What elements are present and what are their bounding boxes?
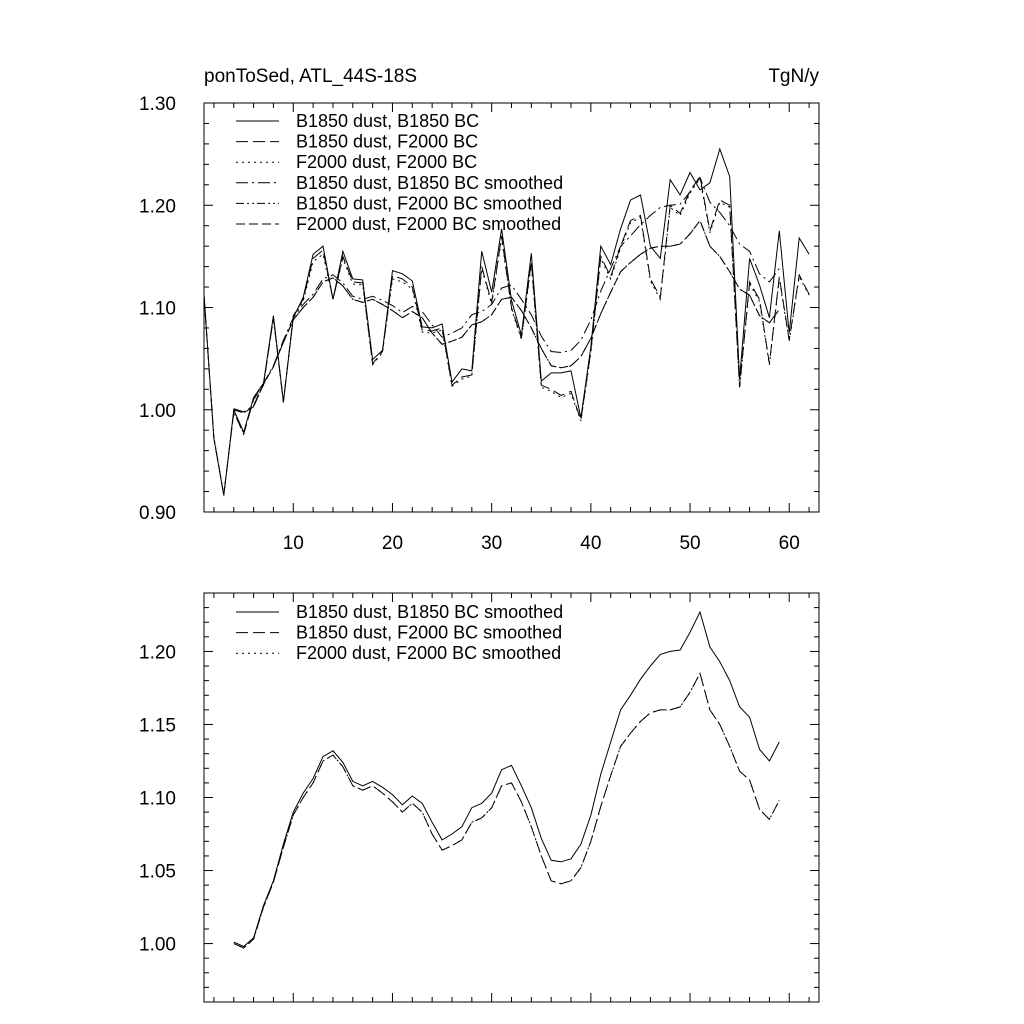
chart-title-left: ponToSed, ATL_44S-18S — [204, 66, 417, 87]
y-tick-label: 1.15 — [139, 715, 176, 736]
series-line-1 — [203, 147, 810, 496]
series-line-1 — [233, 610, 780, 948]
y-tick-label: 1.30 — [139, 94, 176, 115]
x-tick-label: 20 — [382, 533, 403, 554]
x-tick-label: 10 — [283, 533, 304, 554]
top-panel: ponToSed, ATL_44S-18S TgN/y 10 20 30 40 50 60… — [139, 66, 820, 554]
legend-label-1: B1850 dust, B1850 BC smoothed — [296, 602, 563, 622]
y-tick-label: 1.00 — [139, 935, 176, 956]
series-line-4 — [233, 176, 780, 413]
x-tick-label: 60 — [779, 533, 800, 554]
legend-label-2: B1850 dust, F2000 BC — [296, 132, 478, 152]
y-tick-label: 1.20 — [139, 196, 176, 217]
y-tick-label: 0.90 — [139, 503, 176, 524]
series-line-6 — [233, 219, 780, 414]
x-tick-label: 30 — [481, 533, 502, 554]
legend-label-1: B1850 dust, B1850 BC — [296, 111, 479, 131]
chart-title-right: TgN/y — [768, 66, 819, 87]
y-tick-label: 1.05 — [139, 862, 176, 883]
legend-label-4: B1850 dust, B1850 BC smoothed — [296, 173, 563, 193]
legend-label-3: F2000 dust, F2000 BC smoothed — [296, 643, 561, 663]
y-tick-label: 1.10 — [139, 299, 176, 320]
legend-label-2: B1850 dust, F2000 BC smoothed — [296, 623, 562, 643]
y-tick-label: 1.00 — [139, 401, 176, 422]
legend-label-5: B1850 dust, F2000 BC smoothed — [296, 193, 562, 213]
legend-label-3: F2000 dust, F2000 BC — [296, 152, 477, 172]
y-tick-label: 1.10 — [139, 789, 176, 810]
x-tick-label: 40 — [580, 533, 601, 554]
series-line-3 — [233, 671, 780, 949]
series-line-2 — [233, 671, 780, 949]
legend-label-6: F2000 dust, F2000 BC smoothed — [296, 214, 561, 234]
series-line-5 — [233, 219, 780, 414]
bottom-panel: 1.00 1.05 1.10 1.15 1.20 B1850 dust, B1850 BC… — [139, 592, 820, 1003]
series-line-3 — [203, 177, 810, 495]
x-tick-label: 50 — [679, 533, 700, 554]
y-tick-label: 1.20 — [139, 642, 176, 663]
